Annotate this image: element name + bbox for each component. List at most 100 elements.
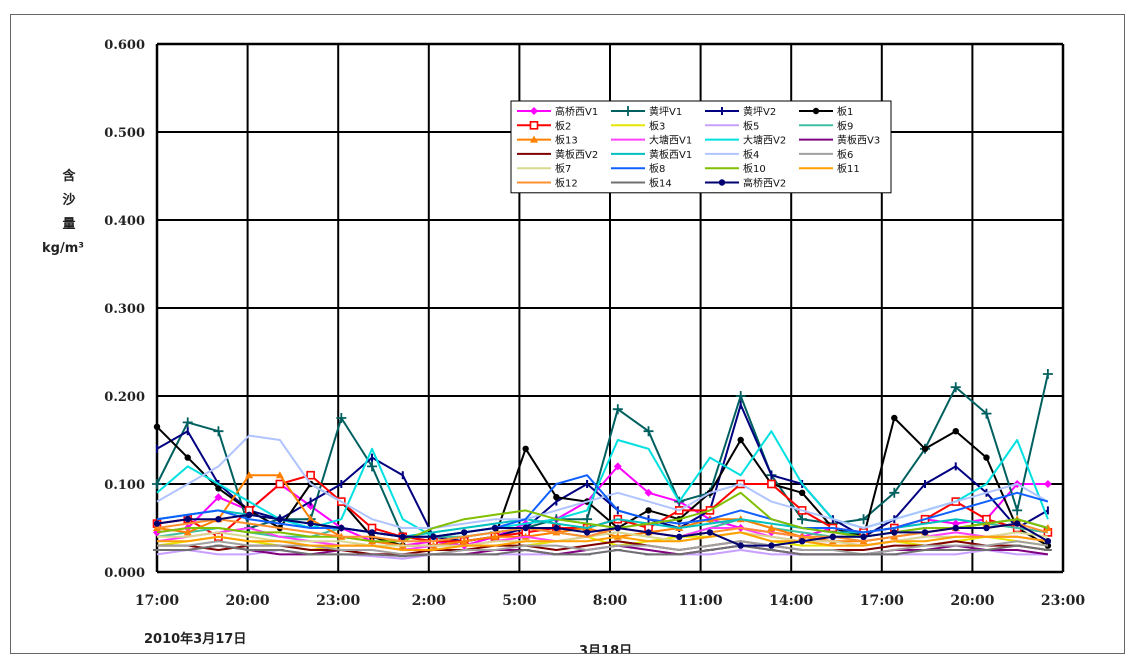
legend-label: 板8 [649,162,665,175]
y-tick-labels: 0.000 0.100 0.200 0.300 0.400 0.500 0.600 [104,38,145,581]
y-tick-label: 0.500 [104,126,145,141]
legend-label: 板10 [743,162,766,175]
data-point [152,479,162,489]
data-point [368,529,376,536]
data-point [645,507,652,514]
x-tick-label: 23:00 [316,593,360,609]
data-point [215,485,222,492]
x-tick-label: 11:00 [679,593,723,609]
series-板12 [156,518,1049,543]
x-tick-label: 23:00 [1041,593,1085,609]
data-point [737,436,744,444]
data-point [1043,480,1052,488]
data-point [245,511,253,518]
legend-item: 板3 [611,119,665,132]
legend-item: 板8 [611,162,665,175]
data-point [275,479,285,489]
data-point [983,454,990,461]
data-point [706,529,714,536]
data-point [367,461,378,472]
data-point [306,502,315,510]
data-point [891,529,898,536]
x-tick-labels: 17:00 20:00 23:00 2:00 5:00 8:00 11:00 14:00 17:… [135,593,1085,609]
date-start-label: 2010年3月17日 [144,631,246,647]
data-point [522,445,529,452]
series-line [156,373,1049,543]
y-tick-label: 0.600 [104,38,145,53]
data-point [718,179,726,186]
data-point [553,524,560,532]
legend-item: 板14 [611,177,672,190]
legend-label: 黄坪V1 [649,105,682,118]
series-line [157,531,1049,551]
y-axis-label: 含沙量 kg/m³ [42,168,84,256]
data-point [921,445,929,452]
data-point [490,532,499,540]
series-line [156,518,1049,543]
x-tick-label: 14:00 [769,593,813,609]
data-point [613,462,622,471]
x-tick-label: 17:00 [135,593,179,609]
x-tick-label: 20:00 [226,593,270,609]
legend-label: 板12 [555,177,578,190]
data-point [553,494,560,501]
data-point [306,515,315,523]
series-layer [152,369,1053,560]
data-point [215,516,222,523]
y-tick-label: 0.400 [104,214,145,229]
data-point [399,533,406,540]
data-point [797,514,808,525]
legend-item: 高桥西V1 [517,105,598,118]
legend-label: 板13 [555,134,578,147]
data-point [643,426,654,437]
series-板4 [156,434,1049,529]
legend-item: 板4 [705,148,759,161]
data-point [530,135,538,143]
legend-label: 板1 [837,105,853,118]
x-tick-label: 20:00 [950,593,994,609]
data-point [276,516,284,523]
legend-label: 板5 [743,119,759,132]
data-point [644,488,653,497]
data-point [275,471,284,479]
data-point [338,524,345,532]
legend-label: 板3 [649,119,665,132]
y-tick-label: 0.300 [104,302,145,317]
legend-item: 黄板西V1 [611,148,692,161]
y-tick-label: 0.000 [104,566,145,581]
data-point [812,107,820,115]
legend-item: 板1 [799,105,853,118]
x-tick-label: 2:00 [412,593,447,609]
data-point [182,417,193,428]
chart-frame: 0.000 0.100 0.200 0.300 0.400 0.500 0.600 17:0… [10,14,1125,654]
x-tick-label: 5:00 [502,593,537,609]
legend-item: 黄坪V1 [611,105,682,118]
legend-label: 板11 [837,162,860,175]
y-tick-label: 0.200 [104,390,145,405]
data-point [461,529,468,536]
data-point [214,493,223,502]
data-point [614,524,622,532]
legend-item: 板6 [799,148,853,161]
y-tick-label: 0.100 [104,478,145,493]
data-point [889,487,900,498]
legend-box [510,100,892,194]
data-point [307,520,314,527]
data-point [1044,538,1052,545]
data-point [1042,369,1053,379]
legend-item: 板9 [799,119,853,132]
legend-label: 高桥西V1 [555,105,598,118]
series-板8 [156,474,1049,538]
series-line [157,540,1049,556]
x-tick-label: 8:00 [593,593,628,609]
data-point [829,533,837,540]
data-point [583,529,591,536]
data-point [737,542,744,549]
data-point [858,514,869,525]
legend-label: 板14 [649,177,672,190]
data-point [735,391,746,401]
data-point [767,479,776,489]
data-point [1044,542,1052,549]
data-point [582,514,593,525]
data-point [952,428,959,435]
